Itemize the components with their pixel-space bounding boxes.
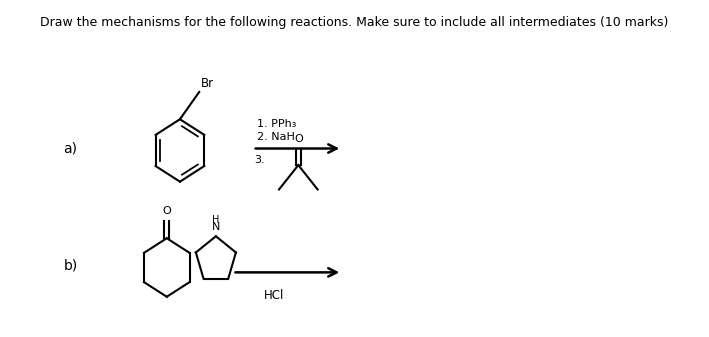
Text: Br: Br — [201, 77, 214, 90]
Text: 3.: 3. — [255, 155, 265, 165]
Text: 2. NaH: 2. NaH — [257, 132, 295, 142]
Text: a): a) — [63, 142, 77, 155]
Text: b): b) — [63, 258, 77, 273]
Text: 1. PPh₃: 1. PPh₃ — [257, 119, 296, 129]
Text: HCl: HCl — [264, 289, 284, 302]
Text: Draw the mechanisms for the following reactions. Make sure to include all interm: Draw the mechanisms for the following re… — [40, 16, 669, 29]
Text: H: H — [212, 215, 220, 224]
Text: N: N — [212, 222, 220, 233]
Text: O: O — [162, 206, 171, 216]
Text: O: O — [294, 134, 303, 144]
